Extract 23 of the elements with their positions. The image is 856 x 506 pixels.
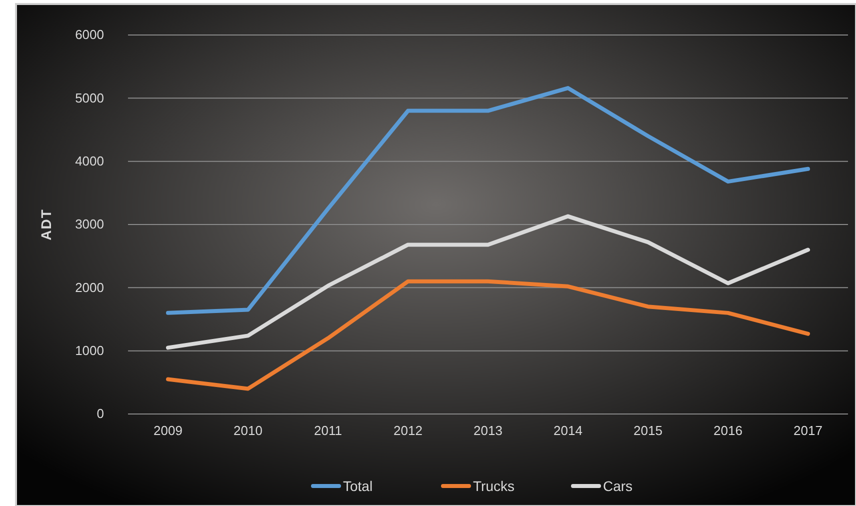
x-tick-label: 2017 [794,423,822,438]
x-tick-label: 2012 [394,423,422,438]
x-tick-label: 2010 [234,423,262,438]
legend-label: Trucks [473,478,514,494]
line-series [166,279,810,391]
y-tick-label: 5000 [75,90,104,106]
x-tick-label: 2011 [314,423,342,438]
legend-label: Cars [603,478,633,494]
legend-label: Total [343,478,373,494]
x-tick-label: 2013 [474,423,502,438]
y-tick-label: 4000 [75,153,104,168]
y-tick-label: 0 [96,406,104,422]
line-series [166,214,810,350]
y-tick-label: 3000 [75,216,104,232]
y-tick-label: 1000 [75,342,104,358]
y-tick-label: 6000 [75,27,104,42]
x-tick-label: 2015 [634,423,662,438]
x-tick-label: 2014 [554,423,582,438]
y-axis-title: ADT [38,208,54,240]
line-series [166,86,810,315]
x-tick-label: 2009 [154,423,182,438]
x-tick-label: 2016 [714,423,742,438]
y-tick-label: 2000 [75,280,104,295]
